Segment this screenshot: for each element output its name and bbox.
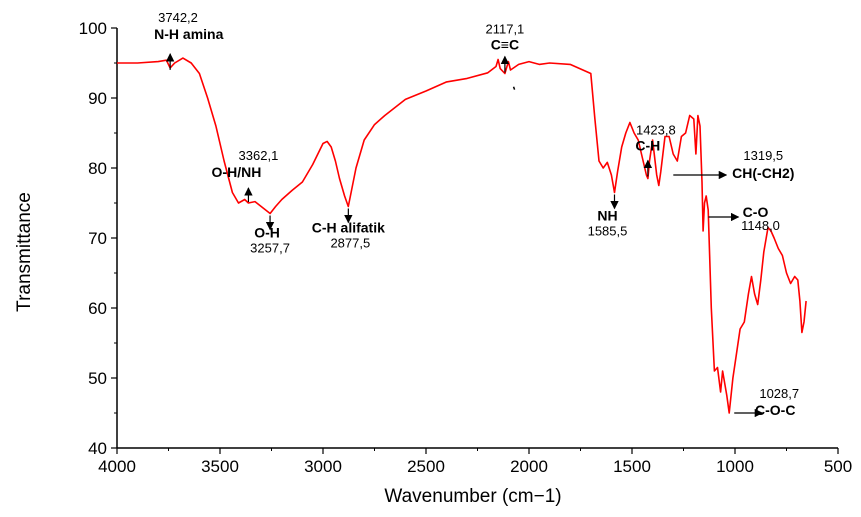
stray-mark <box>512 86 516 90</box>
annotation-wavenumber: 1319,5 <box>743 148 783 163</box>
x-tick-label: 2500 <box>407 457 445 476</box>
x-tick-label: 3000 <box>304 457 342 476</box>
x-tick-label: 4000 <box>98 457 136 476</box>
x-tick-label: 500 <box>824 457 852 476</box>
annotation-wavenumber: 2877,5 <box>330 236 370 251</box>
annotation-group-label: C≡C <box>491 37 519 53</box>
x-axis-label: Wavenumber (cm−1) <box>384 486 561 507</box>
peak-annotation: 2117,1C≡C <box>485 22 524 73</box>
peak-annotation: 2877,5C-H alifatik <box>312 208 385 251</box>
peak-annotation: 1423,8C-H <box>635 123 676 177</box>
peak-annotation: 3257,7O-H <box>250 215 290 256</box>
x-tick-label: 3500 <box>201 457 239 476</box>
y-axis-label: Transmittance <box>14 192 35 312</box>
annotation-wavenumber: 1585,5 <box>588 224 628 239</box>
y-tick-label: 90 <box>88 89 107 108</box>
x-tick-label: 2000 <box>510 457 548 476</box>
annotation-wavenumber: 3742,2 <box>158 10 198 25</box>
peak-annotation: 1585,5NH <box>588 194 628 239</box>
y-tick-label: 40 <box>88 439 107 458</box>
x-tick-label: 1500 <box>613 457 651 476</box>
annotation-wavenumber: 1148,0 <box>741 218 780 233</box>
annotation-wavenumber: 1028,7 <box>759 386 799 401</box>
y-tick-label: 50 <box>88 369 107 388</box>
annotation-wavenumber: 2117,1 <box>485 22 524 37</box>
peak-annotation: 1028,7C-O-C <box>734 386 799 418</box>
annotation-group-label: C-O-C <box>755 402 795 418</box>
peak-annotation: 3742,2N-H amina <box>154 10 224 70</box>
y-tick-label: 100 <box>79 19 107 38</box>
peak-annotation: 3362,1O-H/NH <box>212 148 279 202</box>
annotation-wavenumber: 3362,1 <box>239 148 279 163</box>
y-tick-label: 60 <box>88 299 107 318</box>
annotation-group-label: NH <box>597 208 617 224</box>
annotation-group-label: CH(-CH2) <box>732 165 794 181</box>
peak-annotation: 1148,0C-O <box>708 204 780 233</box>
annotations: 3742,2N-H amina 3362,1O-H/NH 3257,7O-H 2877… <box>154 10 799 418</box>
annotation-group-label: C-H <box>635 138 660 154</box>
series-layer <box>117 57 807 414</box>
annotation-group-label: C-O <box>743 204 769 220</box>
x-tick-label: 1000 <box>716 457 754 476</box>
peak-annotation: 1319,5 CH(-CH2) <box>673 148 794 181</box>
annotation-group-label: C-H alifatik <box>312 220 385 236</box>
y-tick-label: 70 <box>88 229 107 248</box>
annotation-wavenumber: 3257,7 <box>250 241 290 256</box>
annotation-group-label: O-H/NH <box>212 164 262 180</box>
transmittance-series-line <box>117 57 807 414</box>
annotation-group-label: N-H amina <box>154 26 223 42</box>
axes: 4000 3500 3000 2500 2000 1500 1000 500 40 50 60 70 8… <box>79 19 853 476</box>
y-tick-label: 80 <box>88 159 107 178</box>
annotation-group-label: O-H <box>254 225 280 241</box>
annotation-wavenumber: 1423,8 <box>636 123 676 138</box>
